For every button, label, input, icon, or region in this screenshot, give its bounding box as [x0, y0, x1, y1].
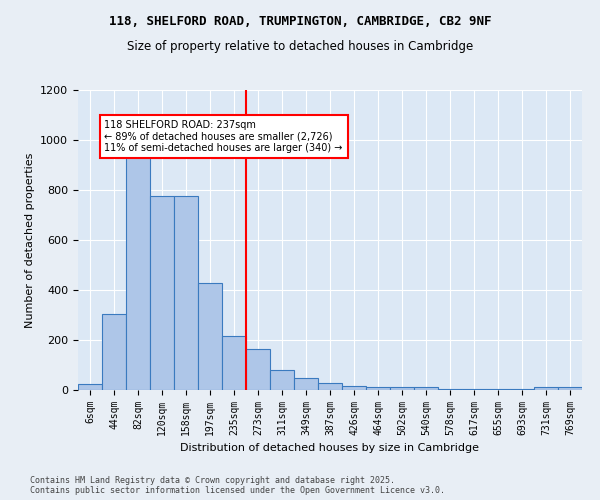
Bar: [390, 387, 414, 390]
Bar: [366, 387, 390, 390]
Bar: [510, 389, 534, 390]
Bar: [342, 386, 366, 390]
Text: 118 SHELFORD ROAD: 237sqm
← 89% of detached houses are smaller (2,726)
11% of se: 118 SHELFORD ROAD: 237sqm ← 89% of detac…: [104, 120, 343, 153]
Bar: [438, 389, 462, 390]
Bar: [174, 196, 198, 390]
Text: Size of property relative to detached houses in Cambridge: Size of property relative to detached ho…: [127, 40, 473, 53]
Bar: [486, 389, 510, 390]
Bar: [198, 282, 222, 390]
Bar: [318, 382, 342, 390]
Bar: [102, 314, 126, 390]
Y-axis label: Number of detached properties: Number of detached properties: [25, 152, 35, 328]
Text: Contains public sector information licensed under the Open Government Licence v3: Contains public sector information licen…: [30, 486, 445, 495]
Bar: [126, 145, 150, 390]
Bar: [270, 370, 294, 390]
Bar: [294, 378, 318, 390]
Bar: [534, 387, 558, 390]
Bar: [246, 349, 270, 390]
Bar: [558, 387, 582, 390]
X-axis label: Distribution of detached houses by size in Cambridge: Distribution of detached houses by size …: [181, 444, 479, 454]
Bar: [150, 196, 174, 390]
Text: 118, SHELFORD ROAD, TRUMPINGTON, CAMBRIDGE, CB2 9NF: 118, SHELFORD ROAD, TRUMPINGTON, CAMBRID…: [109, 15, 491, 28]
Bar: [222, 336, 246, 390]
Bar: [462, 389, 486, 390]
Text: Contains HM Land Registry data © Crown copyright and database right 2025.: Contains HM Land Registry data © Crown c…: [30, 476, 395, 485]
Bar: [414, 387, 438, 390]
Bar: [78, 384, 102, 390]
